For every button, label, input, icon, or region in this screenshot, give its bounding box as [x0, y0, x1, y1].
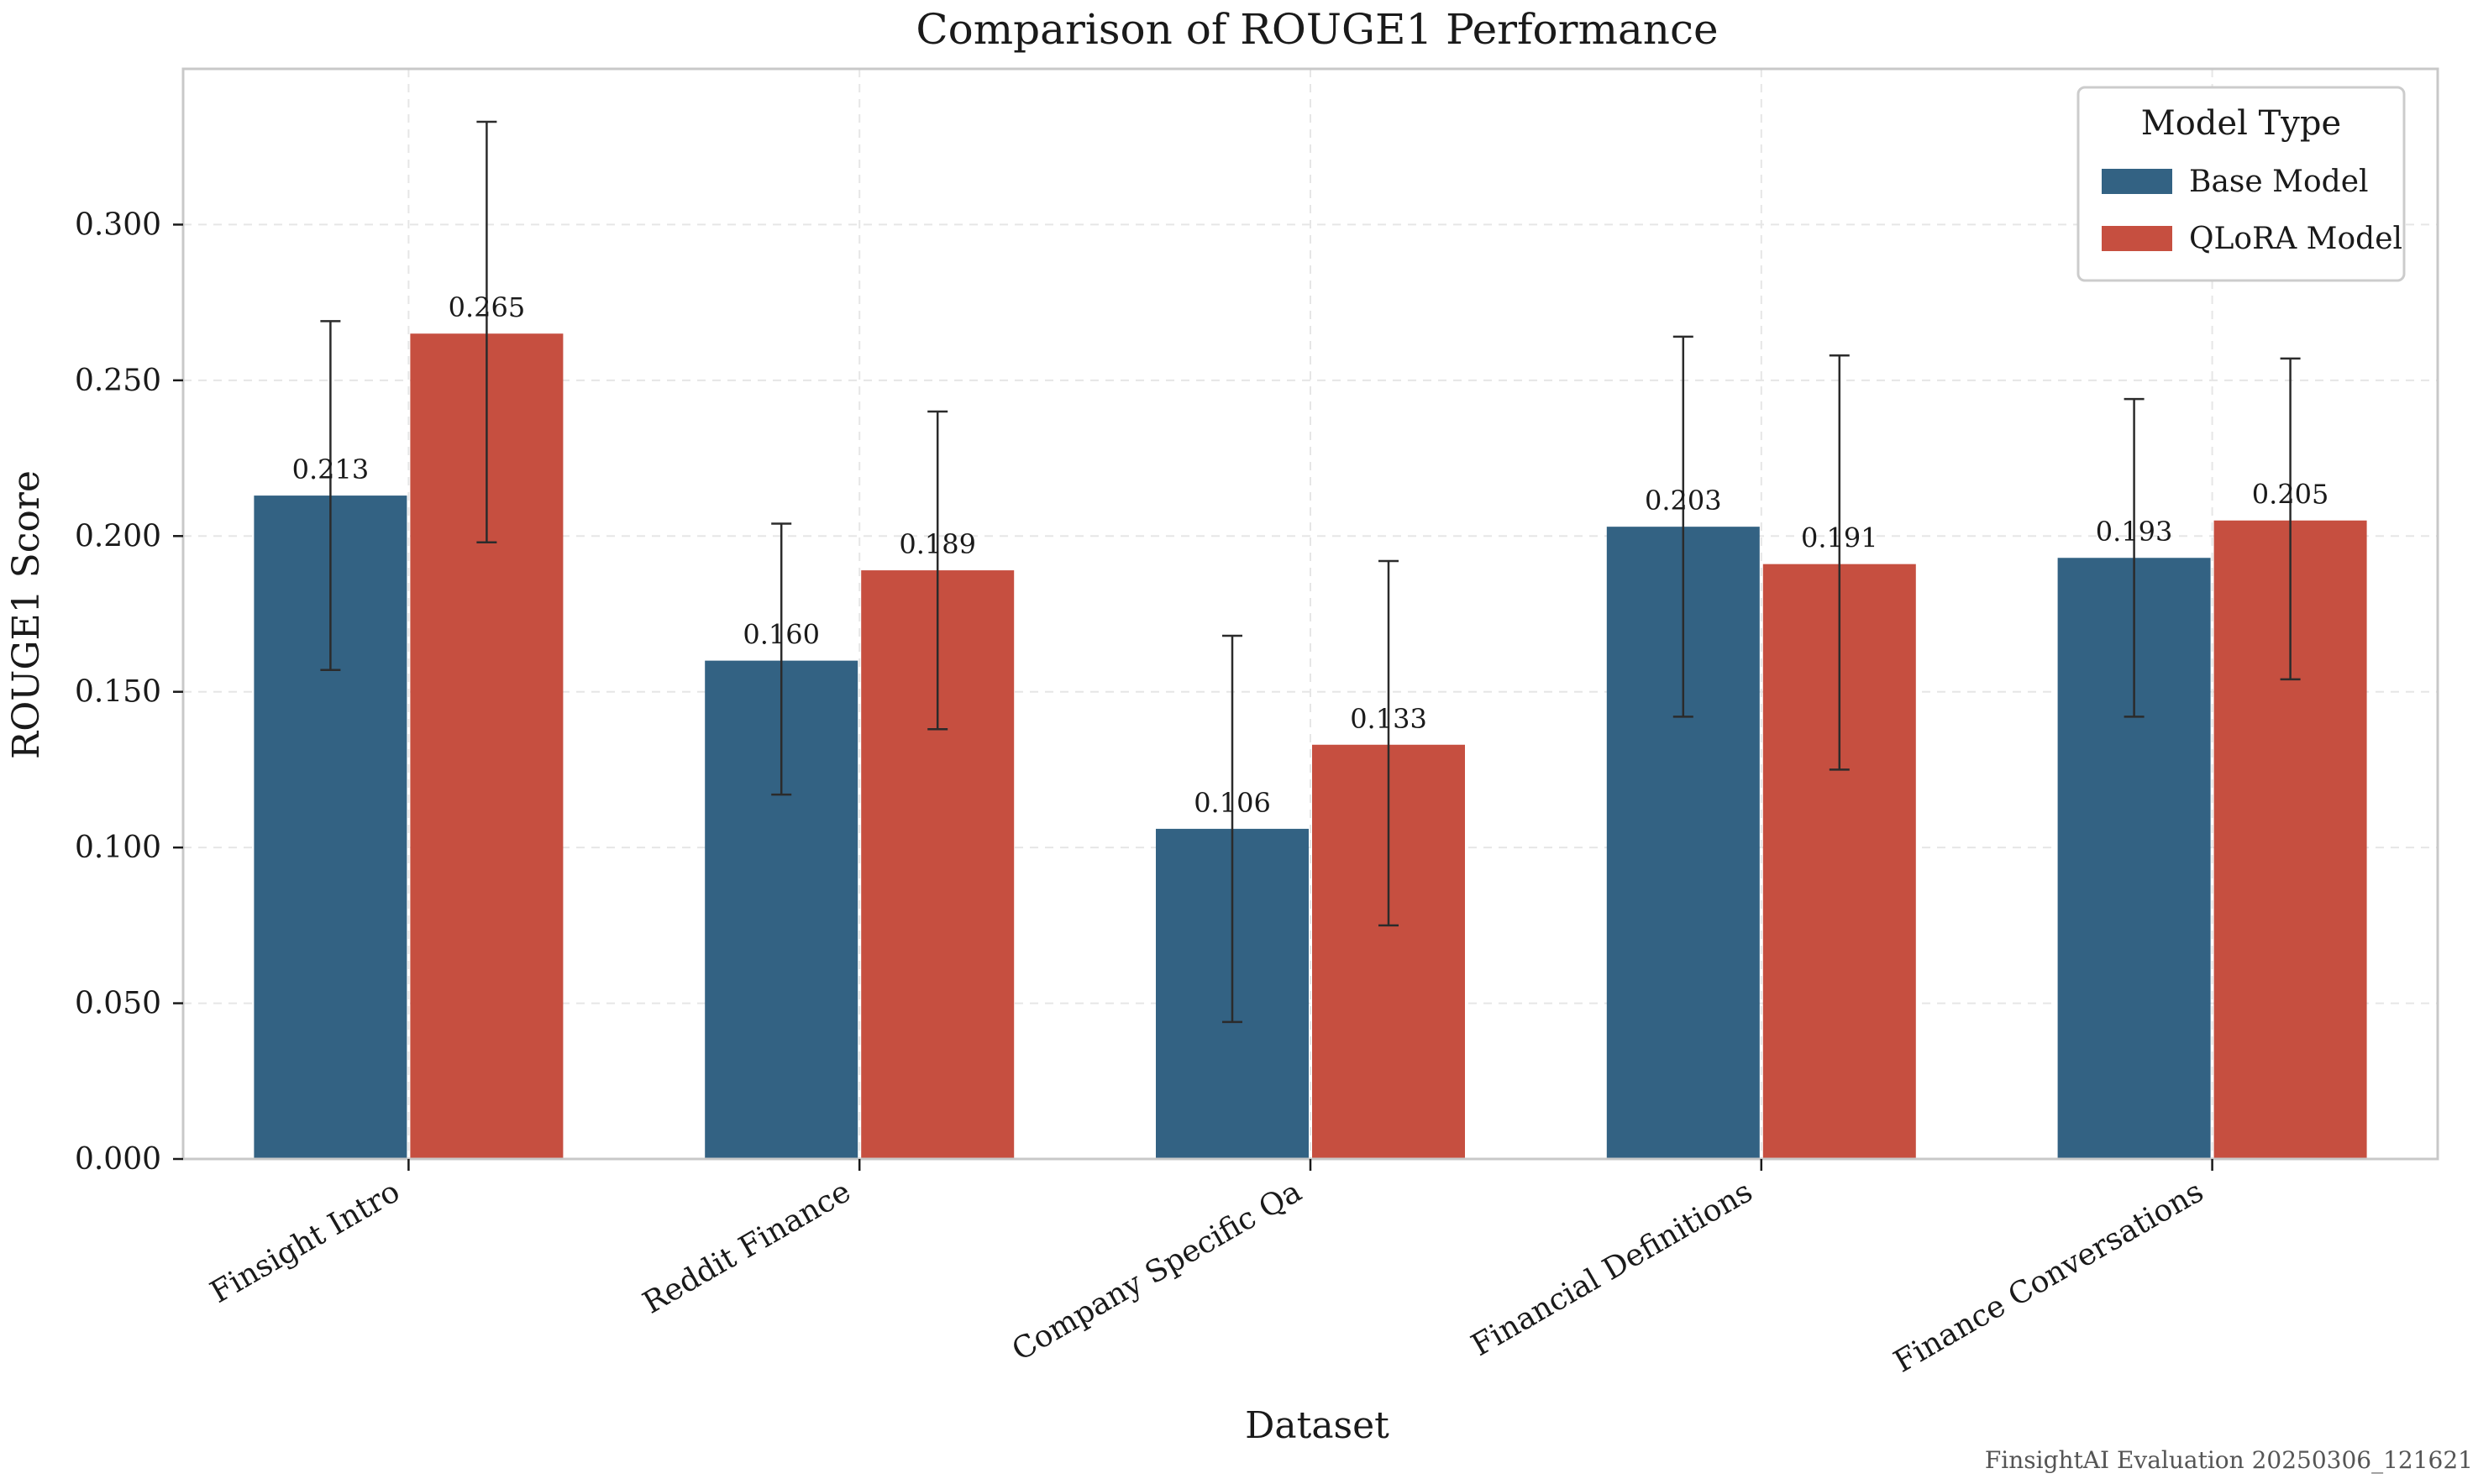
- x-tick-label-reddit-finance: Reddit Finance: [638, 1174, 857, 1320]
- legend-label-base-model: Base Model: [2189, 165, 2369, 199]
- x-tick-label-finance-conversations: Finance Conversations: [1888, 1174, 2209, 1379]
- x-tick-label-company-specific-qa: Company Specific Qa: [1006, 1174, 1307, 1368]
- legend-title: Model Type: [2141, 104, 2341, 143]
- error-layer: [320, 120, 2301, 1024]
- data-label-qlora-model-reddit-finance: 0.189: [899, 528, 976, 560]
- chart-title: Comparison of ROUGE1 Performance: [916, 5, 1718, 54]
- error-bar-qlora-model-financial-definitions: [1829, 354, 1850, 771]
- y-tick-label: 0.050: [75, 987, 161, 1021]
- y-tick-label: 0.250: [75, 364, 161, 398]
- error-bar-qlora-model-company-specific-qa: [1378, 559, 1399, 927]
- y-axis-label: ROUGE1 Score: [5, 470, 48, 759]
- footer-text: FinsightAI Evaluation 20250306_121621: [1985, 1446, 2473, 1474]
- data-label-qlora-model-financial-definitions: 0.191: [1801, 522, 1878, 554]
- y-tick-label: 0.150: [75, 675, 161, 710]
- legend-swatch-base-model: [2102, 169, 2172, 194]
- y-tick-label: 0.300: [75, 207, 161, 242]
- y-tick-label: 0.200: [75, 519, 161, 553]
- error-bar-base-model-company-specific-qa: [1222, 634, 1242, 1024]
- label-layer: 0.213 0.265 0.160 0.189 0.106 0.133 0.203 0.191…: [292, 291, 2329, 819]
- error-bar-base-model-finsight-intro: [320, 320, 341, 672]
- y-tick-label: 0.100: [75, 831, 161, 865]
- data-label-base-model-finance-conversations: 0.193: [2096, 516, 2173, 548]
- data-label-qlora-model-company-specific-qa: 0.133: [1350, 703, 1427, 735]
- error-bar-qlora-model-finance-conversations: [2280, 357, 2301, 681]
- error-bar-base-model-reddit-finance: [771, 522, 792, 796]
- legend: Model Type Base Model QLoRA Model: [2076, 86, 2406, 282]
- data-label-qlora-model-finsight-intro: 0.265: [449, 291, 526, 323]
- error-bar-qlora-model-finsight-intro: [476, 120, 497, 543]
- x-tick-label-financial-definitions: Financial Definitions: [1466, 1174, 1758, 1363]
- data-label-base-model-financial-definitions: 0.203: [1645, 485, 1722, 517]
- bar-layer: [254, 333, 2367, 1159]
- error-bar-base-model-finance-conversations: [2124, 397, 2145, 718]
- error-bar-qlora-model-reddit-finance: [927, 410, 948, 731]
- data-label-base-model-reddit-finance: 0.160: [743, 619, 820, 651]
- legend-swatch-qlora-model: [2102, 226, 2172, 251]
- error-bar-base-model-financial-definitions: [1672, 335, 1693, 718]
- y-tick-label: 0.000: [75, 1142, 161, 1177]
- legend-label-qlora-model: QLoRA Model: [2189, 222, 2402, 256]
- data-label-qlora-model-finance-conversations: 0.205: [2252, 479, 2329, 511]
- data-label-base-model-company-specific-qa: 0.106: [1194, 787, 1271, 819]
- data-label-base-model-finsight-intro: 0.213: [292, 454, 370, 485]
- x-tick-label-finsight-intro: Finsight Intro: [205, 1174, 406, 1310]
- x-axis-label: Dataset: [1245, 1404, 1389, 1447]
